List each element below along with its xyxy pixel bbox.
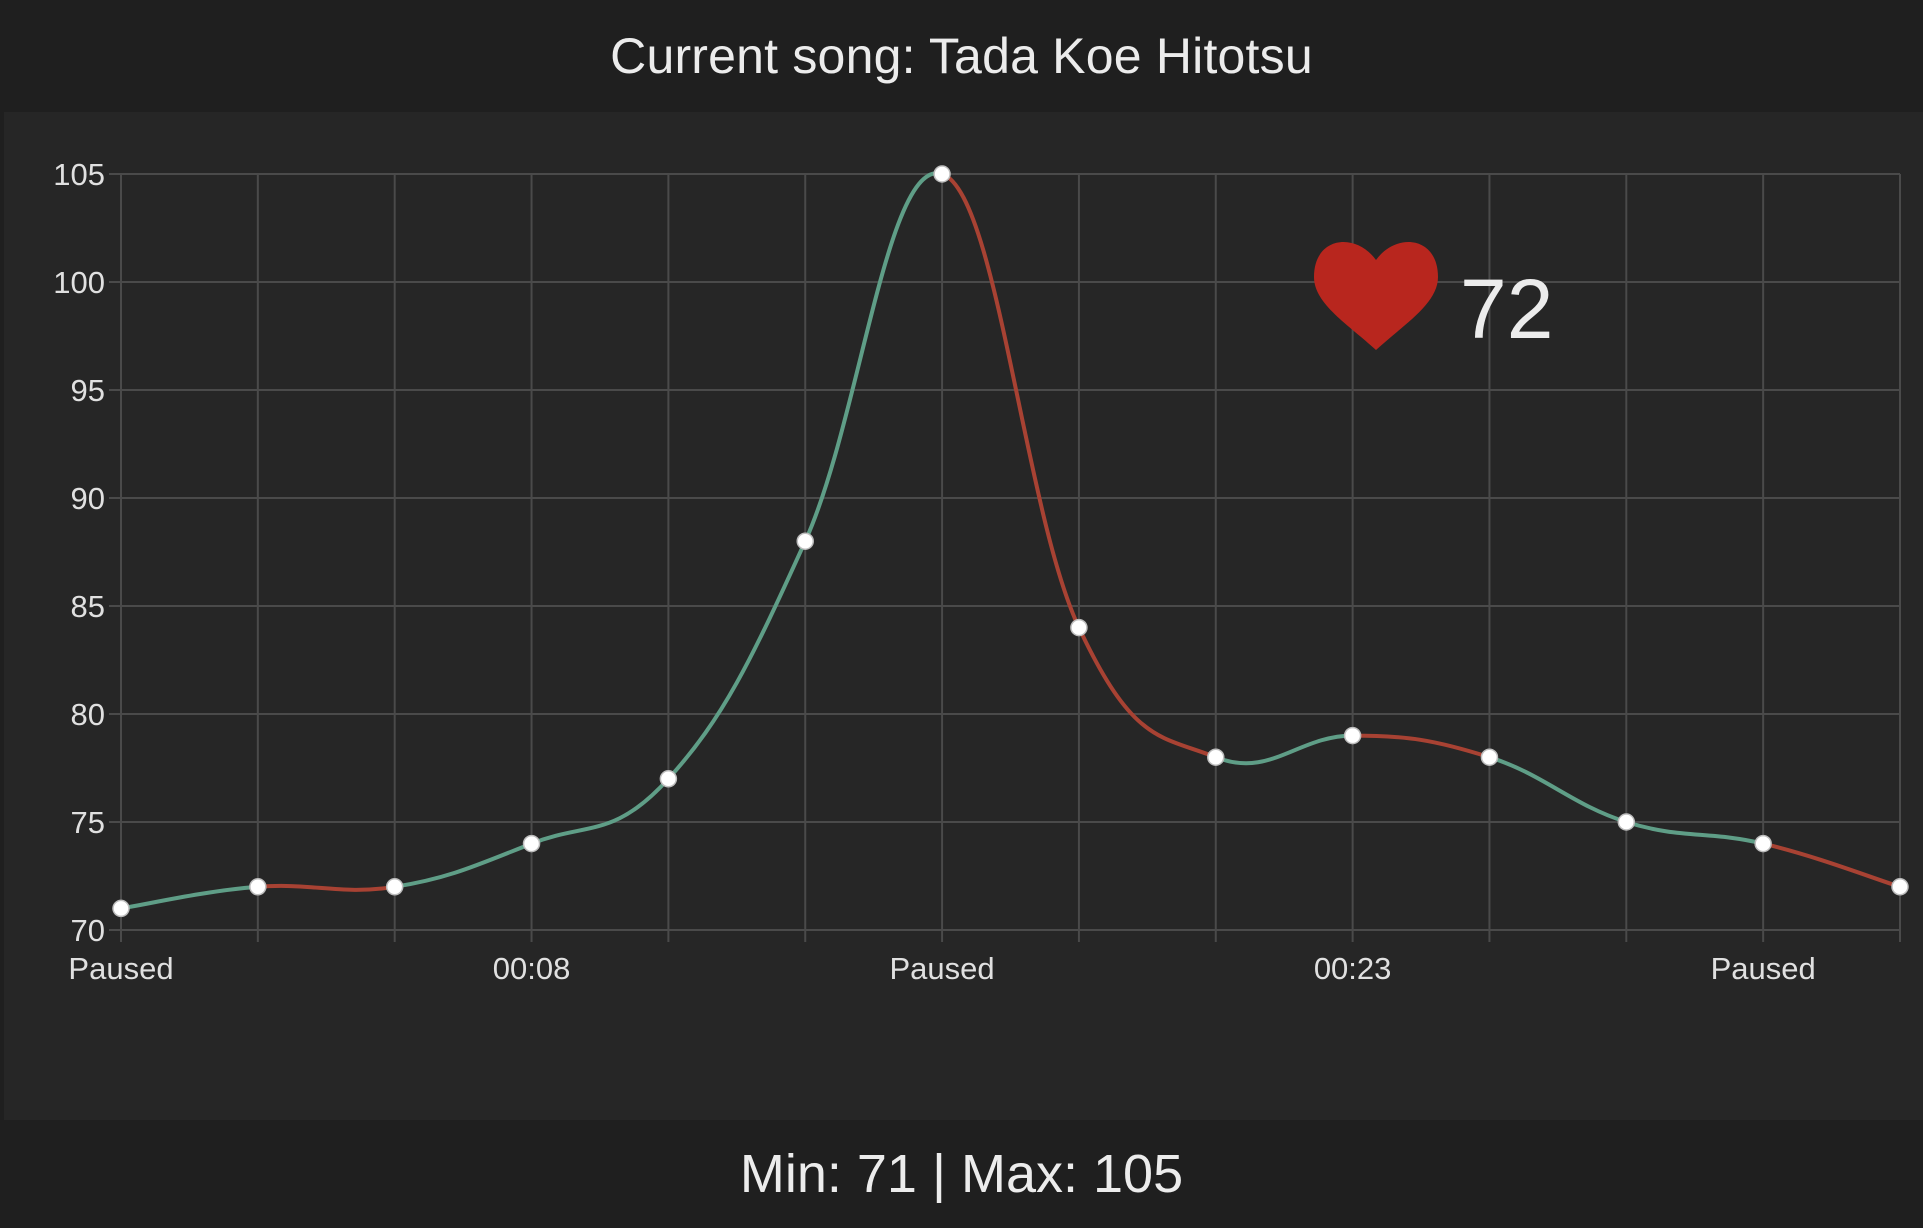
footer: Min: 71 | Max: 105	[0, 1120, 1923, 1228]
y-tick-label: 75	[71, 805, 105, 840]
y-tick-label: 95	[71, 373, 105, 408]
data-point	[796, 532, 814, 550]
series-segment	[1352, 733, 1491, 760]
header: Current song: Tada Koe Hitotsu	[0, 0, 1923, 112]
data-point	[1070, 618, 1088, 637]
x-tick-label: Paused	[890, 951, 995, 986]
min-max-stats: Min: 71 | Max: 105	[739, 1144, 1184, 1204]
heart-rate-value: 72	[1460, 262, 1553, 356]
y-tick-label: 90	[71, 481, 105, 516]
heart-rate-chart: 70 75 80 85 90 95 100 105 Paused 00:08 Paused 00:2…	[53, 157, 1909, 986]
data-point	[249, 878, 267, 896]
series-segment	[803, 171, 943, 543]
data-point	[385, 878, 404, 896]
chart-panel: 70 75 80 85 90 95 100 105 Paused 00:08 Paused 00:2…	[4, 112, 1923, 1120]
series-segment	[1488, 755, 1627, 824]
heart-rate-badge: 72	[1314, 242, 1553, 356]
heart-icon	[1314, 242, 1438, 350]
series-segment	[1215, 733, 1353, 766]
data-point	[1480, 748, 1499, 766]
series-segment	[941, 172, 1081, 629]
series-line	[120, 171, 1901, 911]
y-tick-label: 85	[71, 589, 105, 624]
data-point	[1343, 726, 1362, 745]
y-axis-ticks: 70 75 80 85 90 95 100 105	[53, 157, 105, 948]
series-segment	[666, 540, 808, 781]
x-tick-label: 00:08	[493, 951, 571, 986]
data-point	[1754, 834, 1772, 853]
series-segment	[1077, 626, 1217, 760]
x-tick-label: Paused	[68, 951, 173, 986]
data-point	[933, 165, 951, 183]
series-segment	[120, 884, 259, 911]
series-segment	[1625, 820, 1764, 846]
y-tick-label: 70	[71, 913, 105, 948]
x-axis-ticks: Paused 00:08 Paused 00:23 Paused	[68, 951, 1815, 986]
data-point	[1891, 878, 1909, 896]
data-point	[112, 899, 130, 918]
grid-layer	[109, 173, 1901, 942]
y-tick-label: 100	[53, 265, 105, 300]
series-segment	[530, 777, 670, 846]
data-point	[522, 834, 541, 853]
series-points	[112, 165, 1909, 918]
y-tick-label: 105	[53, 157, 105, 192]
x-tick-label: Paused	[1711, 951, 1816, 986]
y-tick-label: 80	[71, 697, 105, 732]
current-song-title: Current song: Tada Koe Hitotsu	[610, 28, 1313, 84]
data-point	[1617, 813, 1636, 831]
series-segment	[1762, 841, 1901, 889]
x-tick-label: 00:23	[1314, 951, 1392, 986]
series-segment	[257, 883, 396, 892]
data-point	[659, 770, 678, 788]
series-segment	[394, 841, 533, 889]
data-point	[1207, 748, 1225, 766]
